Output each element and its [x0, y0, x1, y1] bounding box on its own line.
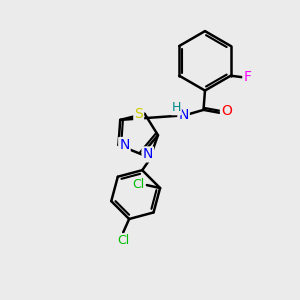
Text: S: S: [134, 107, 143, 121]
Text: Cl: Cl: [117, 234, 129, 247]
Text: N: N: [178, 108, 189, 122]
Text: N: N: [142, 147, 153, 161]
Text: H: H: [172, 101, 181, 114]
Text: N: N: [119, 138, 130, 152]
Text: Cl: Cl: [132, 178, 145, 191]
Text: F: F: [243, 70, 251, 84]
Text: O: O: [221, 104, 232, 118]
